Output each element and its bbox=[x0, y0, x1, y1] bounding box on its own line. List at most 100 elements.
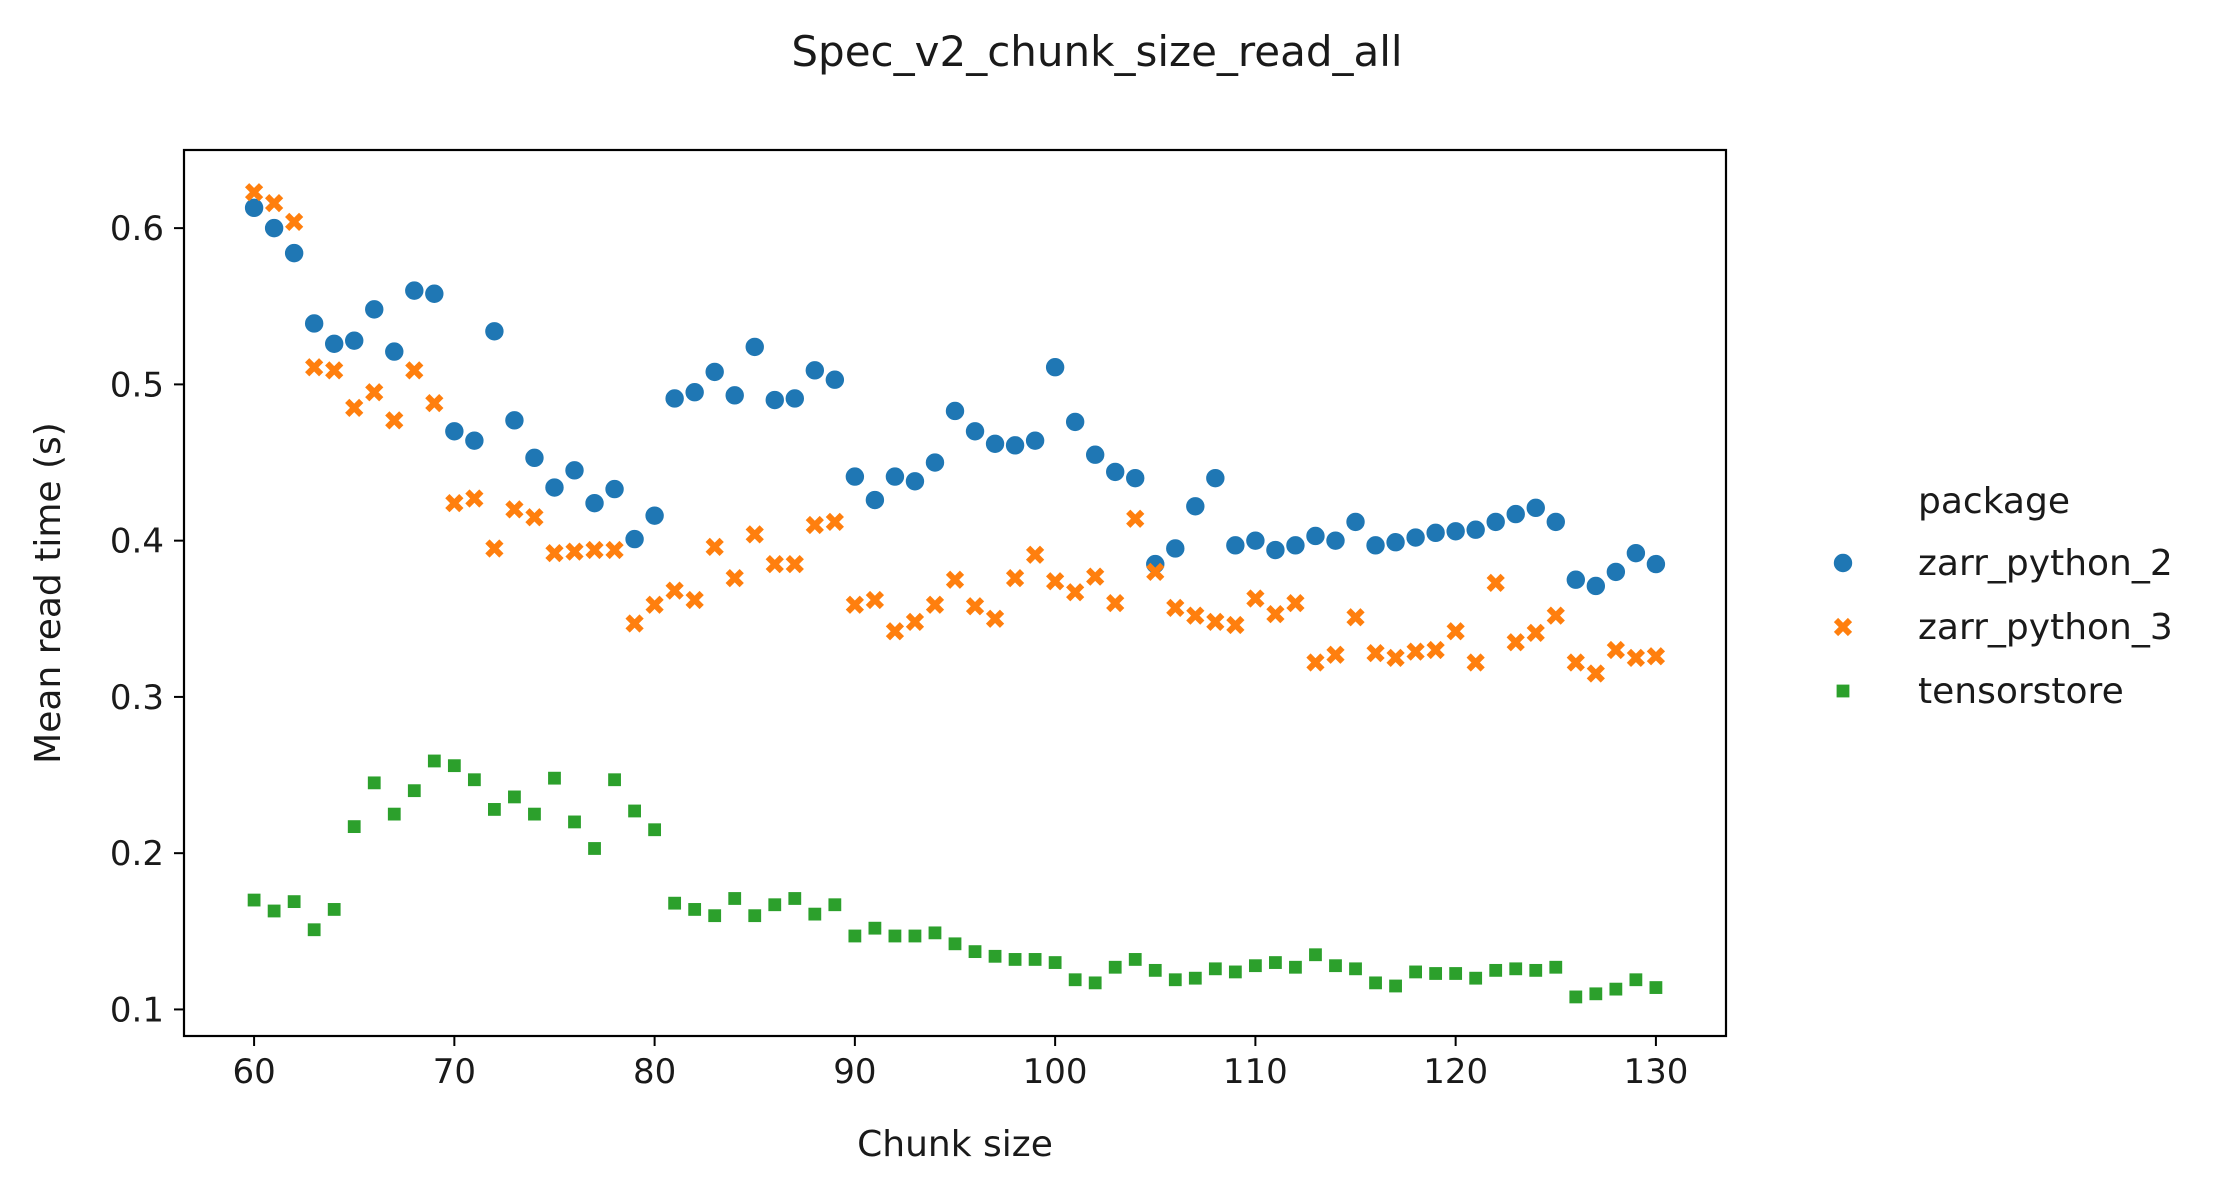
data-point bbox=[787, 890, 803, 907]
data-point bbox=[503, 409, 526, 432]
data-point bbox=[445, 494, 464, 513]
data-point bbox=[984, 432, 1006, 455]
data-point bbox=[525, 508, 544, 527]
data-point bbox=[725, 569, 744, 588]
data-point bbox=[1107, 959, 1123, 975]
data-point bbox=[303, 312, 325, 335]
data-point bbox=[1066, 583, 1085, 602]
data-point bbox=[1387, 978, 1404, 994]
data-point bbox=[1466, 653, 1485, 672]
data-point bbox=[1186, 606, 1205, 625]
data-point bbox=[783, 387, 806, 410]
data-point bbox=[1508, 961, 1524, 977]
x-tick-label: 110 bbox=[1223, 1052, 1288, 1092]
data-point bbox=[1464, 518, 1487, 541]
data-point bbox=[705, 537, 724, 557]
data-point bbox=[1046, 572, 1065, 591]
data-point bbox=[383, 340, 406, 363]
x-tick-label: 120 bbox=[1423, 1052, 1488, 1092]
data-point bbox=[1606, 640, 1625, 660]
data-point bbox=[727, 890, 743, 907]
data-point bbox=[825, 512, 844, 532]
plot-frame bbox=[182, 148, 1728, 1038]
y-tick-label: 0.6 bbox=[110, 209, 164, 249]
data-point bbox=[1146, 562, 1165, 582]
data-point bbox=[326, 901, 342, 918]
data-point bbox=[767, 897, 783, 913]
data-point bbox=[425, 394, 444, 413]
data-point bbox=[583, 492, 606, 514]
data-point bbox=[623, 528, 646, 550]
y-axis-label: Mean read time (s) bbox=[28, 422, 69, 764]
data-point bbox=[546, 770, 563, 786]
data-point bbox=[805, 515, 824, 535]
data-point bbox=[1546, 606, 1565, 625]
y-tick-label: 0.5 bbox=[110, 365, 164, 405]
data-point bbox=[405, 361, 424, 380]
data-point bbox=[1347, 961, 1364, 977]
data-point bbox=[1626, 648, 1646, 667]
data-point bbox=[645, 595, 664, 614]
data-point bbox=[523, 447, 546, 469]
data-point bbox=[1586, 664, 1605, 683]
data-point bbox=[703, 361, 726, 383]
data-point bbox=[565, 542, 584, 561]
data-point bbox=[1304, 525, 1327, 547]
data-point bbox=[446, 758, 462, 774]
data-point bbox=[1106, 594, 1125, 613]
data-point bbox=[864, 489, 886, 511]
data-point bbox=[1206, 612, 1225, 632]
data-point bbox=[1226, 615, 1245, 635]
data-point bbox=[505, 500, 524, 519]
data-point bbox=[465, 489, 484, 508]
data-point bbox=[687, 901, 703, 918]
legend-item: tensorstore bbox=[1835, 671, 2124, 712]
data-point bbox=[944, 400, 966, 422]
data-point bbox=[1526, 623, 1545, 642]
data-point bbox=[483, 320, 506, 343]
data-point bbox=[1164, 537, 1187, 560]
data-point bbox=[1346, 608, 1365, 627]
data-point bbox=[1067, 972, 1083, 988]
data-point bbox=[1086, 567, 1105, 586]
data-point bbox=[1424, 522, 1447, 544]
data-point bbox=[1025, 545, 1045, 564]
data-point bbox=[403, 279, 426, 302]
data-point bbox=[286, 894, 302, 910]
data-point bbox=[243, 197, 265, 219]
data-point bbox=[824, 368, 846, 391]
legend-label: tensorstore bbox=[1918, 671, 2124, 712]
data-point bbox=[346, 819, 362, 835]
data-point bbox=[1488, 962, 1504, 978]
data-point bbox=[1027, 951, 1043, 968]
data-point bbox=[927, 925, 943, 941]
x-tick-label: 100 bbox=[1023, 1052, 1088, 1092]
data-point bbox=[723, 384, 746, 407]
data-point bbox=[1568, 989, 1584, 1005]
data-point bbox=[264, 194, 284, 213]
data-point bbox=[1327, 958, 1344, 974]
data-point bbox=[967, 944, 983, 960]
data-point bbox=[747, 908, 763, 924]
data-point bbox=[907, 928, 923, 944]
data-point bbox=[987, 948, 1003, 964]
data-point bbox=[606, 772, 623, 788]
data-point bbox=[667, 895, 683, 911]
data-point bbox=[1566, 653, 1585, 672]
data-point bbox=[1648, 979, 1664, 996]
x-tick-label: 90 bbox=[833, 1052, 876, 1092]
x-tick-label: 130 bbox=[1623, 1052, 1688, 1092]
data-point bbox=[426, 753, 442, 769]
data-point bbox=[244, 183, 264, 202]
data-point bbox=[884, 465, 906, 488]
data-point bbox=[1284, 534, 1307, 557]
data-point bbox=[924, 451, 946, 474]
legend-items: zarr_python_2 zarr_python_3 tensorstore bbox=[1832, 543, 2173, 712]
data-point bbox=[626, 803, 643, 819]
data-point bbox=[1605, 561, 1627, 583]
y-tick-label: 0.1 bbox=[110, 990, 164, 1030]
series-tensorstore bbox=[246, 753, 1664, 1005]
data-point bbox=[1264, 539, 1287, 561]
data-point bbox=[285, 212, 304, 232]
